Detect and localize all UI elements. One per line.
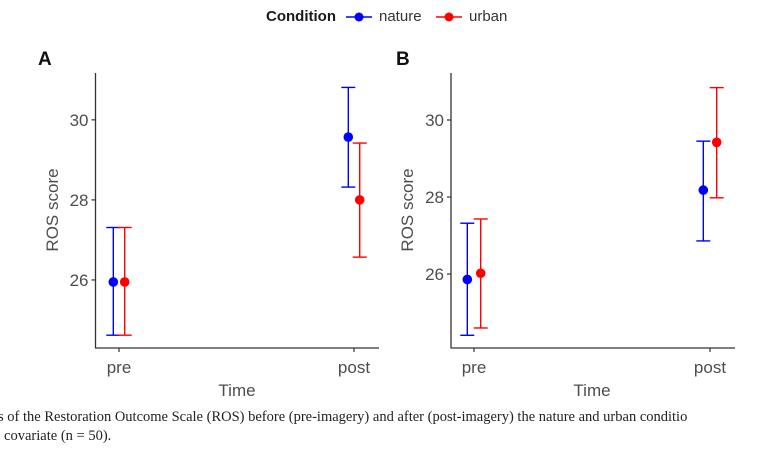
data-point-nature	[698, 185, 709, 195]
marks-a	[106, 86, 367, 336]
caption-line-1: ts of the Restoration Outcome Scale (ROS…	[0, 409, 688, 425]
data-point-nature	[343, 132, 354, 142]
legend-swatch-urban	[436, 12, 462, 22]
data-point-nature	[462, 274, 473, 285]
y-axis-title-b: ROS score	[398, 168, 417, 251]
x-ticks-a: pre post	[107, 348, 370, 377]
x-axis-title-b: Time	[573, 381, 610, 400]
x-tick-label: post	[694, 358, 726, 377]
y-ticks-b: 26 28 30	[425, 111, 451, 284]
legend-label-nature: nature	[379, 8, 422, 25]
y-ticks-a: 26 28 30	[70, 111, 96, 290]
legend-swatch-nature	[346, 12, 372, 22]
errorbar-urban-post	[352, 142, 367, 258]
x-axis-title-a: Time	[218, 381, 255, 400]
data-point-nature	[108, 277, 119, 287]
errorbar-urban-post	[709, 86, 724, 199]
y-tick-label: 28	[70, 191, 89, 210]
errorbar-urban-pre	[117, 226, 132, 336]
y-tick-label: 26	[425, 265, 444, 284]
panel-b: B ROS score Time 26 28 30 pre post	[396, 49, 735, 400]
x-tick-label: pre	[107, 358, 132, 377]
y-tick-label: 28	[425, 188, 444, 207]
y-tick-label: 30	[425, 111, 444, 130]
errorbar-nature-pre	[460, 222, 475, 336]
figure-caption: ts of the Restoration Outcome Scale (ROS…	[0, 408, 768, 446]
panel-label-b: B	[396, 49, 410, 70]
errorbar-urban-pre	[473, 218, 488, 329]
errorbar-nature-post	[696, 140, 711, 242]
chart-area: A ROS score Time 26 28 30 pre post B ROS sc…	[38, 49, 735, 400]
panel-label-a: A	[38, 49, 52, 70]
x-tick-label: pre	[462, 358, 487, 377]
data-point-urban	[119, 277, 130, 287]
legend: Condition nature urban	[0, 6, 768, 30]
caption-line-2: e covariate (n = 50).	[0, 428, 112, 444]
marks-b	[460, 86, 724, 336]
legend-label-urban: urban	[469, 8, 508, 25]
y-axis-title-a: ROS score	[43, 168, 62, 251]
errorbar-nature-pre	[106, 226, 121, 336]
y-tick-label: 26	[70, 271, 89, 290]
x-ticks-b: pre post	[462, 348, 726, 377]
y-tick-label: 30	[70, 111, 89, 130]
data-point-urban	[711, 137, 722, 148]
data-point-urban	[354, 195, 365, 205]
x-tick-label: post	[338, 358, 370, 377]
legend-title: Condition	[266, 8, 336, 25]
errorbar-nature-post	[341, 86, 356, 188]
data-point-urban	[475, 268, 486, 279]
panel-a: A ROS score Time 26 28 30 pre post	[38, 49, 379, 400]
